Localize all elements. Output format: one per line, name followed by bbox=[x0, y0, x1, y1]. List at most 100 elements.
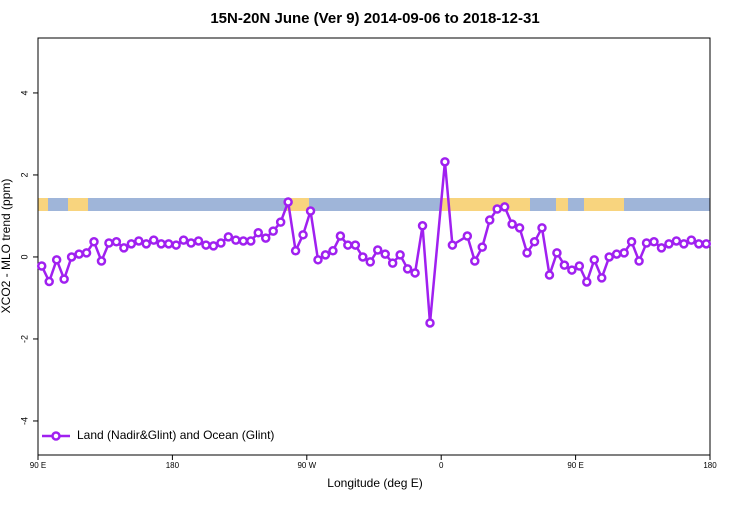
data-point bbox=[529, 237, 540, 247]
data-point bbox=[462, 231, 473, 241]
data-point bbox=[104, 238, 114, 248]
legend-marker bbox=[51, 431, 61, 441]
data-point bbox=[223, 232, 234, 242]
data-point bbox=[81, 248, 92, 258]
data-point bbox=[119, 243, 129, 253]
data-point bbox=[148, 235, 159, 245]
data-point bbox=[679, 239, 689, 249]
data-point bbox=[134, 236, 144, 246]
data-point bbox=[201, 240, 211, 250]
data-point bbox=[111, 237, 122, 247]
plot-frame bbox=[37, 37, 711, 456]
data-point bbox=[253, 228, 264, 238]
data-point bbox=[664, 239, 674, 249]
data-point bbox=[552, 248, 562, 258]
data-point bbox=[492, 204, 502, 214]
data-point bbox=[350, 240, 361, 250]
data-point bbox=[343, 240, 353, 250]
data-point bbox=[477, 242, 488, 252]
data-point bbox=[484, 215, 495, 225]
data-point bbox=[59, 274, 69, 284]
data-point bbox=[44, 276, 54, 287]
data-point bbox=[178, 235, 189, 245]
data-point bbox=[358, 252, 368, 262]
legend-label: Land (Nadir&Glint) and Ocean (Glint) bbox=[77, 428, 274, 442]
data-point bbox=[283, 197, 293, 207]
data-point bbox=[74, 249, 84, 259]
data-point bbox=[290, 246, 301, 256]
y-tick-label: 0 bbox=[19, 254, 29, 259]
data-point bbox=[395, 250, 405, 260]
data-point bbox=[649, 237, 659, 247]
map-strip bbox=[38, 198, 710, 211]
data-point bbox=[193, 236, 204, 246]
data-point bbox=[156, 239, 166, 249]
data-point bbox=[619, 248, 629, 258]
data-point bbox=[425, 318, 435, 328]
data-point bbox=[126, 239, 137, 249]
data-point bbox=[514, 223, 525, 233]
data-point bbox=[544, 270, 555, 280]
data-point bbox=[410, 268, 420, 278]
data-point bbox=[231, 235, 241, 245]
data-point bbox=[686, 235, 697, 245]
data-point bbox=[328, 246, 338, 256]
data-point bbox=[305, 206, 316, 216]
data-point bbox=[574, 261, 585, 271]
data-point bbox=[365, 257, 376, 267]
data-point bbox=[141, 239, 152, 249]
data-point bbox=[499, 202, 510, 212]
x-tick-label: 180 bbox=[703, 461, 717, 470]
data-point bbox=[537, 223, 547, 233]
data-point bbox=[596, 273, 607, 283]
data-point bbox=[611, 249, 622, 259]
x-tick-label: 90 W bbox=[297, 461, 316, 470]
data-point bbox=[402, 264, 413, 274]
data-point bbox=[335, 231, 346, 241]
data-point bbox=[694, 239, 704, 249]
data-point bbox=[51, 255, 62, 265]
x-tick-label: 180 bbox=[166, 461, 180, 470]
data-point bbox=[163, 239, 174, 249]
data-point bbox=[440, 157, 450, 167]
data-point bbox=[507, 219, 517, 229]
data-point bbox=[216, 238, 226, 248]
y-tick-label: -4 bbox=[19, 417, 29, 425]
data-point bbox=[567, 265, 577, 275]
x-tick-label: 90 E bbox=[567, 461, 583, 470]
data-point bbox=[387, 258, 398, 268]
y-tick-label: -2 bbox=[19, 335, 29, 343]
data-point bbox=[417, 221, 428, 231]
data-point bbox=[701, 239, 712, 249]
data-point bbox=[246, 236, 256, 246]
x-tick-label: 0 bbox=[439, 461, 444, 470]
data-point bbox=[275, 217, 286, 227]
data-point bbox=[260, 233, 271, 243]
data-point bbox=[559, 260, 570, 270]
data-point bbox=[320, 250, 331, 260]
data-point bbox=[208, 241, 219, 251]
data-point bbox=[66, 252, 77, 262]
data-point bbox=[671, 236, 682, 246]
data-point bbox=[268, 226, 278, 236]
data-point bbox=[171, 240, 181, 250]
chart-title: 15N-20N June (Ver 9) 2014-09-06 to 2018-… bbox=[210, 10, 539, 27]
y-axis-label: XCO2 - MLO trend (ppm) bbox=[0, 179, 13, 314]
data-point bbox=[604, 252, 614, 262]
data-point bbox=[641, 238, 652, 248]
data-point bbox=[313, 255, 323, 265]
data-point bbox=[238, 236, 249, 246]
data-point bbox=[298, 230, 308, 240]
y-tick-label: 4 bbox=[19, 90, 29, 95]
data-point bbox=[89, 237, 99, 247]
data-point bbox=[447, 240, 458, 250]
data-point bbox=[656, 243, 667, 253]
data-point bbox=[36, 261, 47, 271]
data-point bbox=[589, 255, 600, 265]
data-point bbox=[634, 256, 644, 266]
x-axis-label: Longitude (deg E) bbox=[327, 476, 422, 490]
data-point bbox=[582, 277, 592, 287]
data-point bbox=[372, 245, 383, 255]
y-tick-label: 2 bbox=[19, 172, 29, 177]
